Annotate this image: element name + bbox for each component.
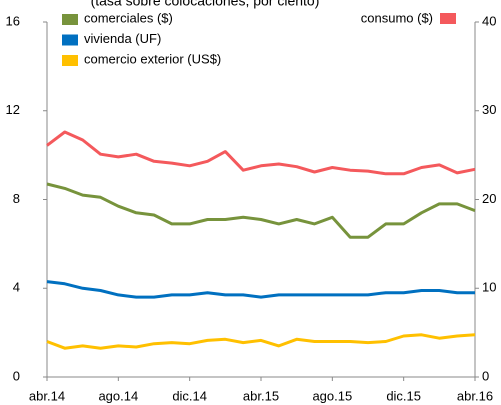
y-tick-label: 16 (6, 13, 20, 28)
x-tick-label: abr.15 (243, 388, 279, 403)
legend-swatch (62, 34, 78, 46)
legend-swatch (62, 55, 78, 66)
y2-tick-label: 10 (482, 280, 496, 295)
x-tick-label: abr.16 (457, 388, 493, 403)
legend-label: vivienda (UF) (84, 31, 161, 46)
y2-tick-label: 30 (482, 102, 496, 117)
series-line (46, 280, 475, 299)
legend-label: comercio exterior (US$) (84, 51, 221, 66)
legend-swatch (62, 14, 78, 25)
legend-label: comerciales ($) (84, 10, 173, 25)
legend-swatch (440, 13, 456, 24)
y2-tick-label: 0 (482, 368, 489, 383)
chart-title: (tasa sobre colocaciones, por ciento) (91, 0, 320, 9)
x-tick-label: dic.15 (386, 388, 421, 403)
y2-tick-label: 20 (482, 191, 496, 206)
y-tick-label: 12 (6, 102, 20, 117)
x-tick-label: ago.15 (312, 388, 352, 403)
y-tick-label: 4 (13, 280, 20, 295)
x-tick-label: ago.14 (98, 388, 138, 403)
x-tick-label: abr.14 (29, 388, 65, 403)
x-tick-label: dic.14 (172, 388, 207, 403)
series-line (46, 130, 476, 176)
y-tick-label: 8 (13, 191, 20, 206)
y-tick-label: 0 (13, 368, 20, 383)
y2-tick-label: 40 (482, 13, 496, 28)
series-line (46, 182, 476, 239)
legend-label: consumo ($) (361, 10, 433, 25)
series-line (46, 333, 476, 350)
